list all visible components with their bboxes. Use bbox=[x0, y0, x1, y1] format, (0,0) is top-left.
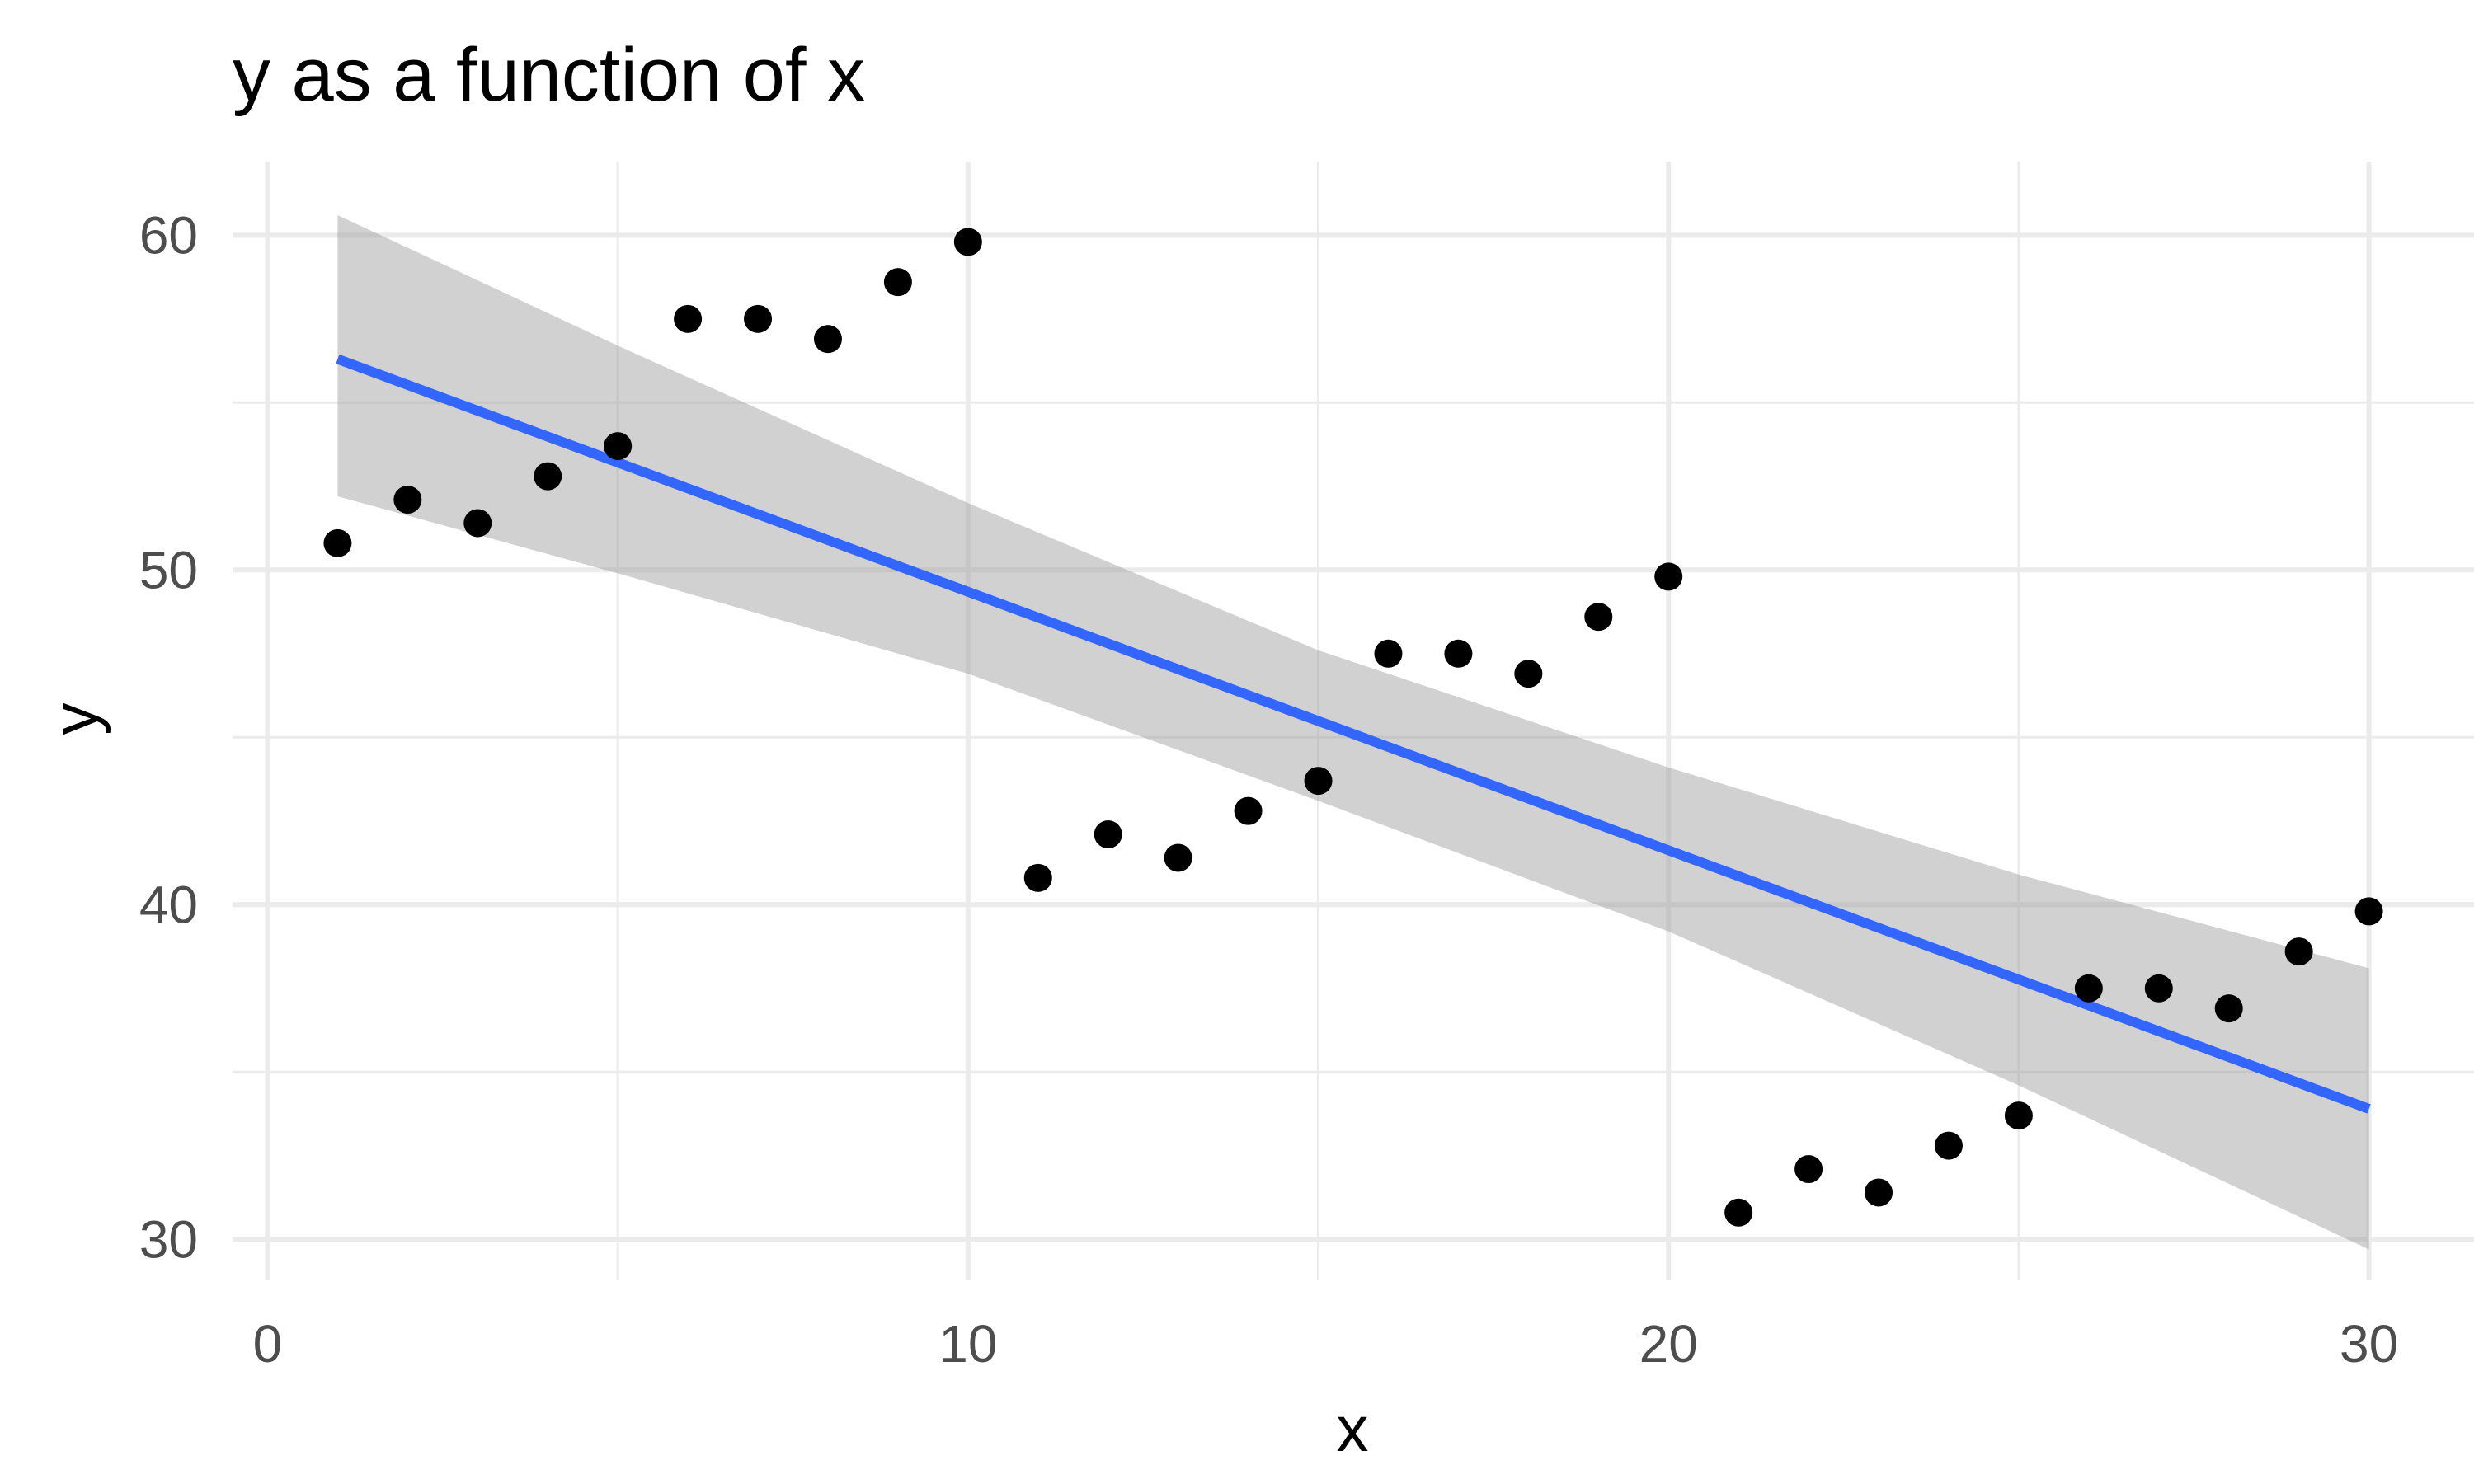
data-point bbox=[1514, 660, 1543, 688]
x-axis-title: x bbox=[1337, 1392, 1369, 1465]
chart-title: y as a function of x bbox=[233, 33, 865, 117]
data-point bbox=[1865, 1178, 1893, 1207]
data-point bbox=[1584, 603, 1613, 632]
data-point bbox=[1934, 1131, 1963, 1160]
data-point bbox=[2284, 937, 2313, 966]
data-point bbox=[1794, 1155, 1823, 1184]
data-point bbox=[1374, 639, 1403, 668]
y-tick-label: 40 bbox=[139, 875, 198, 934]
data-point bbox=[393, 486, 422, 514]
data-point bbox=[744, 304, 773, 333]
data-point bbox=[1234, 796, 1263, 825]
regression-line-group bbox=[336, 354, 2371, 1114]
x-axis-ticks: 0 10 20 30 bbox=[253, 1314, 2399, 1374]
data-point bbox=[1023, 863, 1052, 892]
y-tick-label: 30 bbox=[139, 1209, 198, 1269]
y-tick-label: 60 bbox=[139, 205, 198, 265]
data-point bbox=[1444, 639, 1473, 668]
data-point bbox=[1654, 562, 1683, 591]
data-point bbox=[2074, 974, 2103, 1003]
data-point bbox=[2144, 974, 2173, 1003]
data-point bbox=[883, 268, 912, 297]
data-points bbox=[323, 228, 2383, 1227]
data-point bbox=[323, 528, 352, 557]
data-point bbox=[463, 509, 492, 538]
data-point bbox=[1164, 843, 1192, 872]
regression-line bbox=[336, 354, 2371, 1114]
y-tick-label: 50 bbox=[139, 540, 198, 599]
y-axis-ticks: 30 40 50 60 bbox=[139, 205, 198, 1269]
x-tick-label: 0 bbox=[253, 1314, 283, 1374]
y-axis-title: y bbox=[39, 703, 111, 735]
data-point bbox=[534, 462, 562, 491]
data-point bbox=[813, 325, 842, 354]
data-point bbox=[1724, 1198, 1753, 1227]
data-point bbox=[604, 432, 633, 461]
x-tick-label: 10 bbox=[938, 1314, 997, 1374]
data-point bbox=[2004, 1101, 2033, 1130]
x-tick-label: 20 bbox=[1639, 1314, 1698, 1374]
data-point bbox=[2214, 994, 2243, 1023]
data-point bbox=[2354, 897, 2383, 926]
data-point bbox=[674, 304, 703, 333]
data-point bbox=[953, 228, 982, 256]
data-point bbox=[1304, 767, 1333, 796]
x-tick-label: 30 bbox=[2340, 1314, 2398, 1374]
data-point bbox=[1094, 820, 1122, 849]
